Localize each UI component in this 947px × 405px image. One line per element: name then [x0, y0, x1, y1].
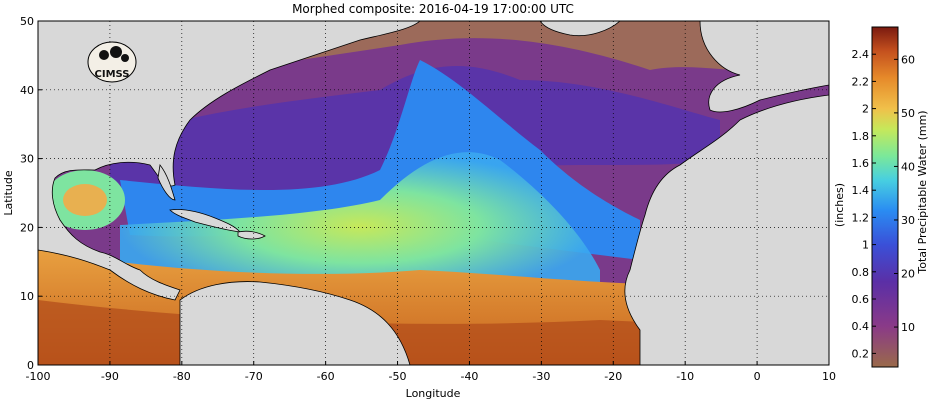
y-axis-ticks: 0 10 20 30 40 50: [20, 15, 42, 372]
colorbar-mm-tick-label: 60: [901, 53, 915, 66]
colorbar-mm-tick-label: 40: [901, 160, 915, 173]
south-america-land: [179, 281, 411, 365]
x-tick-label: -50: [389, 370, 407, 383]
map-title: Morphed composite: 2016-04-19 17:00:00 U…: [292, 2, 574, 16]
x-tick-label: -10: [676, 370, 694, 383]
colorbar-mm-tick-label: 30: [901, 214, 915, 227]
x-tick-label: -100: [26, 370, 51, 383]
x-tick-label: -70: [245, 370, 263, 383]
colorbar-inch-label: 2.2: [852, 75, 870, 88]
colorbar-inch-label: 0.6: [852, 293, 870, 306]
y-axis-label: Latitude: [2, 170, 15, 216]
colorbar-mm-tick-label: 20: [901, 268, 915, 281]
cimss-logo-text: CIMSS: [95, 69, 130, 80]
colorbar-mm-tick-label: 50: [901, 107, 915, 120]
hispaniola-land: [237, 230, 266, 240]
y-tick-label: 50: [20, 15, 34, 28]
x-tick-label: -90: [101, 370, 119, 383]
x-tick-label: -80: [173, 370, 191, 383]
cimss-logo: CIMSS: [87, 41, 137, 83]
colorbar-inch-label: 0.8: [852, 266, 870, 279]
colorbar-inch-label: 1: [862, 239, 869, 252]
x-tick-label: -30: [532, 370, 550, 383]
colorbar-inch-label: 0.2: [852, 347, 870, 360]
colorbar-mm-tick-label: 10: [901, 321, 915, 334]
colorbar-inch-label: 2: [862, 103, 869, 116]
colorbar-inch-label: 0.4: [852, 320, 870, 333]
x-tick-label: -60: [317, 370, 335, 383]
x-axis-label: Longitude: [406, 387, 461, 400]
colorbar: 0.2 0.4 0.6 0.8 1 1.2 1.4 1.6 1.8 2 2.2 2.4 10 20 30 4…: [833, 26, 929, 368]
x-tick-label: 0: [754, 370, 761, 383]
europe-land: [699, 21, 829, 113]
x-tick-label: 10: [822, 370, 836, 383]
colorbar-inch-label: 1.2: [852, 211, 870, 224]
y-tick-label: 10: [20, 290, 34, 303]
colorbar-inch-label: 1.8: [852, 130, 870, 143]
colorbar-left-ticks: 0.2 0.4 0.6 0.8 1 1.2 1.4 1.6 1.8 2 2.2 2.4: [852, 48, 876, 360]
colorbar-inch-label: 1.4: [852, 184, 870, 197]
x-tick-label: -20: [604, 370, 622, 383]
grid-lines: [38, 21, 829, 365]
north-america-land: [38, 21, 421, 301]
y-tick-label: 40: [20, 84, 34, 97]
y-tick-label: 0: [27, 359, 34, 372]
colorbar-right-ticks: 10 20 30 40 50 60: [894, 53, 915, 334]
africa-land: [624, 60, 829, 365]
colorbar-inch-label: 1.6: [852, 157, 870, 170]
y-tick-label: 20: [20, 221, 34, 234]
x-axis-ticks: -100 -90 -80 -70 -60 -50 -40 -30 -20 -10 0 10: [26, 361, 836, 383]
plot-frame: [37, 20, 830, 366]
colorbar-mm-label: Total Precipitable Water (mm): [916, 110, 929, 274]
colorbar-inch-label: 2.4: [852, 48, 870, 61]
x-tick-label: -40: [460, 370, 478, 383]
land-masses: [38, 21, 829, 365]
y-tick-label: 30: [20, 153, 34, 166]
florida-land: [157, 164, 176, 201]
colorbar-inches-label: (inches): [833, 183, 846, 227]
colorbar-gradient: [871, 26, 899, 368]
